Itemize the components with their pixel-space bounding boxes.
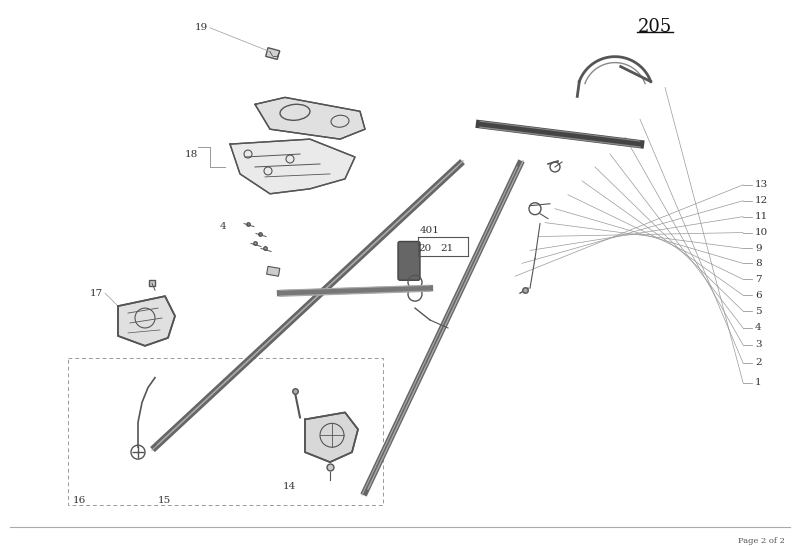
Bar bbox=[68, 358, 383, 505]
FancyBboxPatch shape bbox=[398, 241, 420, 280]
Text: 14: 14 bbox=[283, 483, 296, 491]
Text: 7: 7 bbox=[755, 275, 762, 284]
Text: 18: 18 bbox=[185, 150, 198, 158]
Text: 6: 6 bbox=[755, 290, 762, 300]
Text: 12: 12 bbox=[755, 196, 768, 205]
Text: 10: 10 bbox=[755, 228, 768, 237]
Polygon shape bbox=[230, 139, 355, 194]
Text: 3: 3 bbox=[755, 340, 762, 349]
Polygon shape bbox=[118, 296, 175, 346]
Bar bbox=[266, 48, 279, 60]
Text: 19: 19 bbox=[195, 23, 208, 32]
Text: 13: 13 bbox=[755, 180, 768, 189]
Text: 8: 8 bbox=[755, 259, 762, 268]
Text: 2: 2 bbox=[755, 358, 762, 367]
Text: Page 2 of 2: Page 2 of 2 bbox=[738, 537, 785, 545]
Text: 4: 4 bbox=[220, 222, 226, 231]
Text: 16: 16 bbox=[73, 496, 86, 506]
Text: 21: 21 bbox=[440, 244, 454, 253]
Text: 401: 401 bbox=[420, 226, 440, 235]
Bar bbox=[266, 266, 280, 276]
Polygon shape bbox=[255, 97, 365, 139]
Polygon shape bbox=[305, 412, 358, 462]
Text: 1: 1 bbox=[755, 378, 762, 387]
Text: 9: 9 bbox=[755, 244, 762, 253]
Text: 17: 17 bbox=[90, 289, 103, 298]
Text: 5: 5 bbox=[755, 306, 762, 316]
Text: 15: 15 bbox=[158, 496, 171, 506]
Text: 11: 11 bbox=[755, 212, 768, 221]
Text: 4: 4 bbox=[755, 323, 762, 333]
Text: 205: 205 bbox=[638, 18, 672, 36]
Text: 20: 20 bbox=[418, 244, 431, 253]
